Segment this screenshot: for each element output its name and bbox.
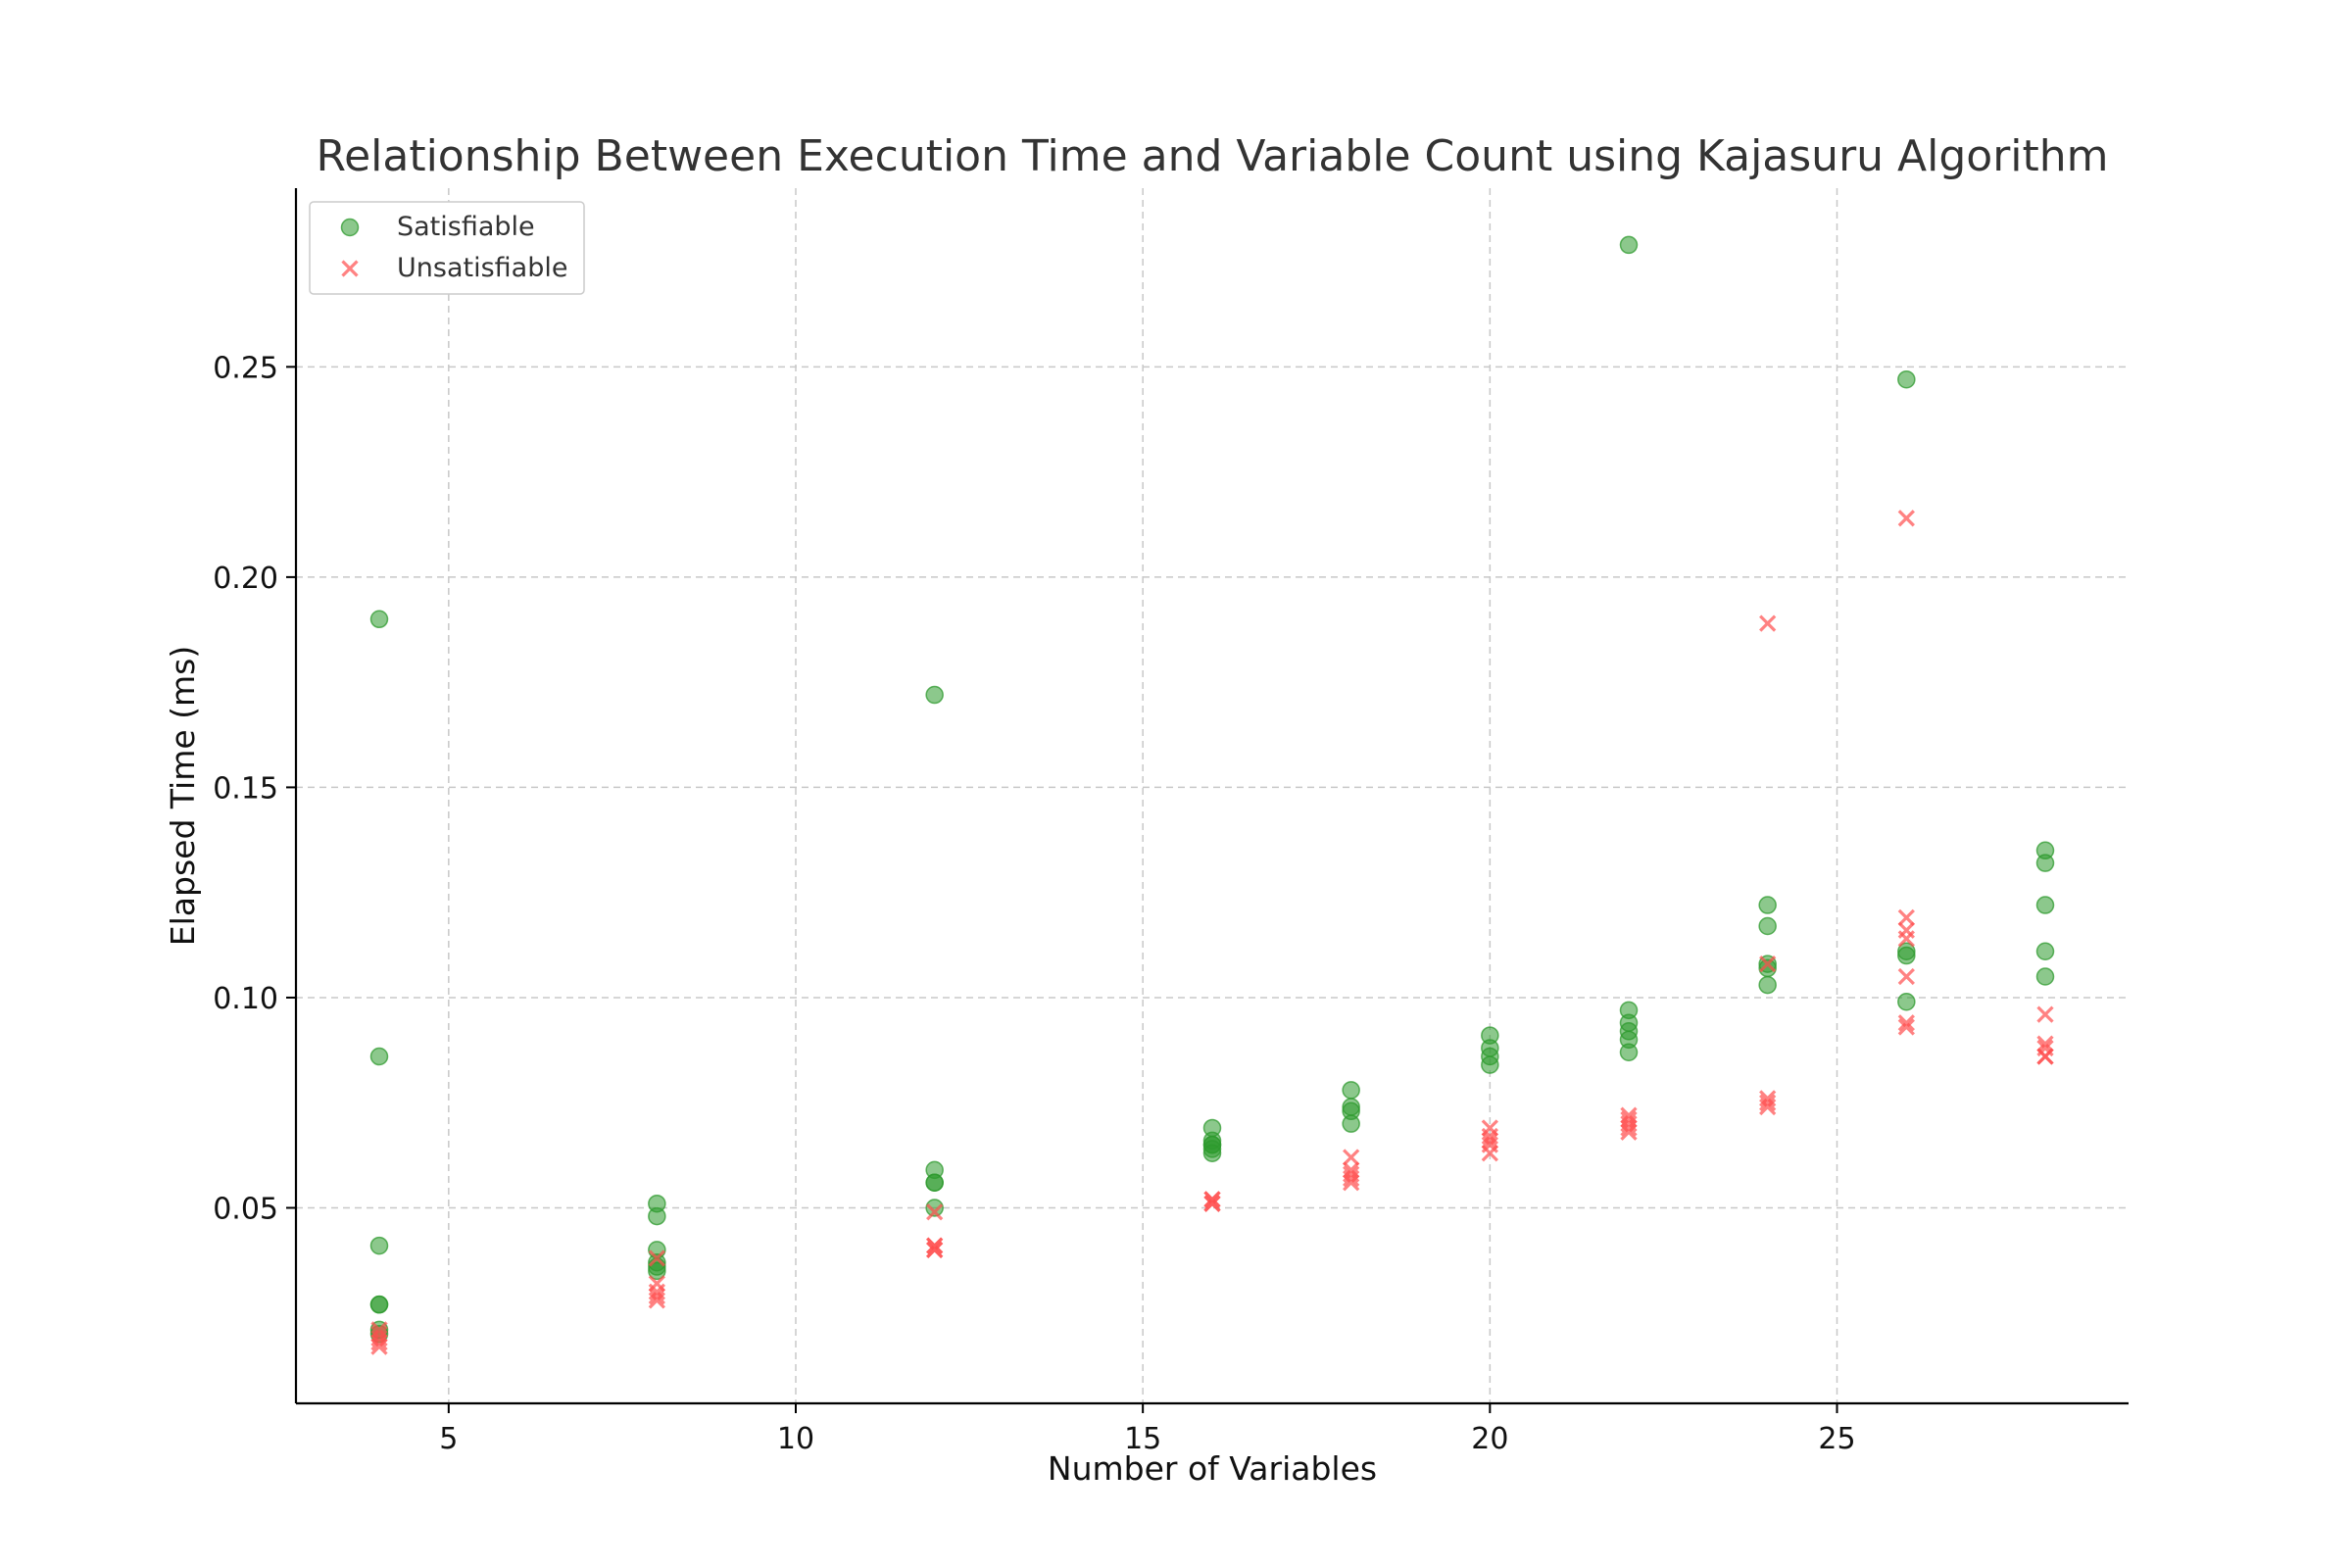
data-point [1481,1055,1499,1074]
legend-marker [341,260,359,277]
data-point [1897,369,1916,389]
data-point [370,1334,388,1351]
data-point [1897,946,1916,965]
data-point [1897,1014,1915,1032]
data-point [2035,896,2055,914]
x-tick-label: 10 [777,1422,814,1456]
y-axis-label: Elapsed Time (ms) [164,646,202,946]
data-point [926,1203,944,1221]
data-point [1481,1132,1498,1150]
x-tick-label: 25 [1818,1422,1855,1456]
data-point [1342,1081,1360,1100]
data-points [369,235,2055,1355]
data-point [1620,1123,1638,1141]
legend-marker-unsatisfiable [341,260,359,277]
data-point [648,1287,665,1305]
legend-box [309,201,585,295]
data-point [2036,1048,2054,1065]
data-point [1897,908,1915,927]
data-point [1202,1144,1222,1162]
legend-marker [340,218,360,237]
data-point [1759,1094,1777,1111]
data-point [369,1236,389,1255]
data-point [1758,916,1777,936]
data-point [2035,854,2055,872]
data-point [925,1173,944,1192]
data-point [648,1292,665,1309]
x-axis-label: Number of Variables [1048,1449,1377,1488]
x-tick-label: 5 [439,1422,458,1456]
data-point [1897,510,1915,527]
data-point [1343,1169,1360,1188]
data-point [1203,1195,1221,1212]
data-point [2035,942,2055,961]
data-point [369,610,389,629]
data-point [926,1237,944,1254]
series-unsatisfiable [370,510,2054,1355]
data-point [1343,1174,1360,1192]
data-point [2036,1035,2054,1053]
y-tick-label: 0.15 [213,771,278,806]
data-point [648,1261,666,1281]
data-point [1897,1018,1915,1036]
x-tick-label: 15 [1124,1422,1161,1456]
data-point [1897,967,1915,986]
y-tick-label: 0.10 [213,982,278,1016]
data-point [1897,992,1916,1011]
data-point [2035,967,2055,986]
data-point [1897,930,1915,948]
data-point [370,1338,388,1355]
y-tick-label: 0.05 [213,1192,278,1226]
data-point [1619,235,1639,255]
axis-ticks: 5 10 15 20 25 0.05 0.10 0.15 0.20 0.25 [213,351,1855,1456]
data-point [369,1295,389,1314]
data-point [1619,1043,1639,1061]
x-tick-label: 20 [1471,1422,1508,1456]
data-point [648,1206,666,1226]
data-point [926,1241,944,1259]
data-point [2036,1005,2054,1023]
legend-label-satisfiable: Satisfiable [397,212,535,242]
data-point [925,1199,944,1217]
legend: Satisfiable Unsatisfiable [309,201,585,295]
y-tick-label: 0.20 [213,562,278,596]
data-point [925,685,944,705]
data-point [1203,1191,1221,1208]
data-point [1759,614,1777,632]
data-point [1758,975,1777,995]
data-point [1620,1119,1638,1137]
legend-label-unsatisfiable: Unsatisfiable [397,253,567,283]
data-point [1343,1149,1360,1166]
data-point [369,1047,389,1066]
data-point [1758,896,1777,914]
data-point [648,1250,665,1267]
data-point [1759,1098,1777,1116]
data-point [1342,1114,1360,1133]
grid-lines [296,188,2129,1403]
y-tick-label: 0.25 [213,351,278,385]
data-point [1759,955,1777,973]
data-point [1481,1145,1498,1162]
chart-title: Relationship Between Execution Time and … [316,131,2108,181]
legend-marker-satisfiable [340,218,360,237]
